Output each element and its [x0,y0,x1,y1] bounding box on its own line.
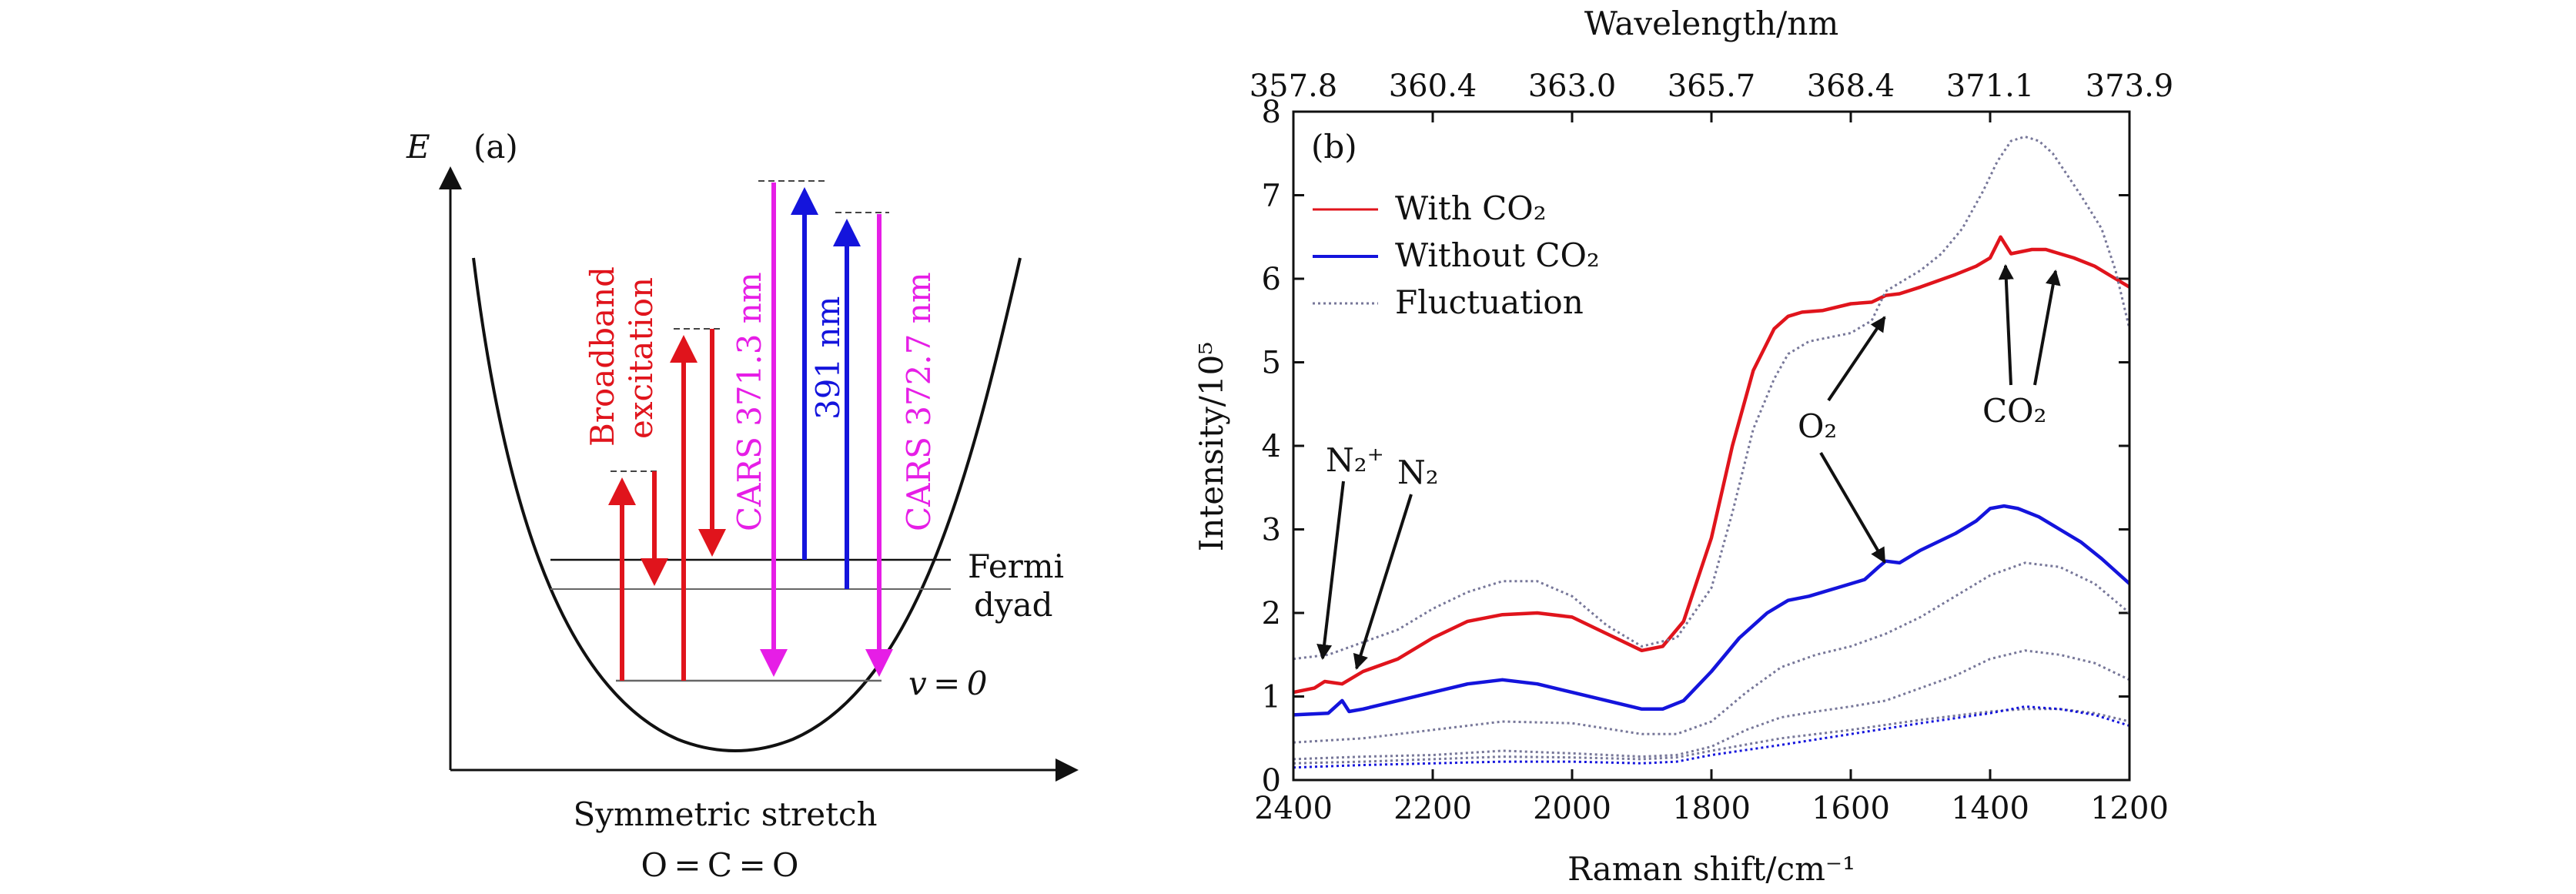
top-tick-labels: 357.8 360.4 363.0 365.7 368.4 371.1 373.9 [1250,69,2174,104]
y-tick-label: 4 [1262,429,1281,464]
arrow-n2 [1353,494,1413,670]
series-group [1293,136,2131,769]
broadband-label-line2: excitation [622,277,660,439]
cars-label-1: CARS 371.3 nm [731,272,768,531]
y-tick-label: 0 [1262,763,1281,799]
x-tick-label: 1800 [1672,791,1751,826]
x-tick-label: 1200 [2090,791,2169,826]
legend: With CO₂ Without CO₂ Fluctuation [1313,189,1600,321]
series-line-0 [1293,235,2131,695]
legend-label-with-co2: With CO₂ [1395,189,1547,227]
y-tick-label: 6 [1262,262,1281,297]
x-tick-label: 1400 [1951,791,2029,826]
y-tick-label: 3 [1262,513,1281,548]
annotation-co2: CO₂ [1982,392,2046,430]
legend-label-fluctuation: Fluctuation [1395,283,1584,321]
panel-a-label: (a) [473,128,518,166]
top-tick-label: 371.1 [1946,69,2035,104]
y-tick-label: 2 [1262,596,1281,631]
x-tick-label: 1600 [1812,791,1890,826]
arrow-o2-lower [1819,451,1886,564]
chart-top-axis-title: Wavelength/nm [1584,5,1838,42]
ground-state-label: v = 0 [908,665,987,702]
fermi-label-line2: dyad [974,586,1053,624]
stretch-axis-label: Symmetric stretch [573,795,877,833]
x-tick-label: 2200 [1393,791,1472,826]
top-tick-label: 365.7 [1668,69,1756,104]
y-tick-labels: 0 1 2 3 4 5 6 7 8 [1262,95,1281,799]
cars-label-2: CARS 372.7 nm [900,272,938,531]
y-tick-label: 8 [1262,95,1281,130]
series-line-6 [1293,705,2130,769]
molecule-label: O = C = O [641,846,799,884]
arrow-o2-upper [1827,316,1886,402]
top-tick-label: 373.9 [2086,69,2174,104]
panel-b-label: (b) [1311,128,1357,166]
annotation-n2: N₂ [1397,454,1439,491]
chart-ylabel: Intensity/10⁵ [1193,342,1230,551]
top-tick-label: 363.0 [1528,69,1617,104]
arrow-n2-plus [1316,480,1345,660]
potential-well [472,257,1022,752]
legend-label-without-co2: Without CO₂ [1395,236,1600,274]
top-tick-label: 368.4 [1807,69,1895,104]
y-tick-label: 7 [1262,179,1281,214]
x-tick-labels: 2400 2200 2000 1800 1600 1400 1200 [1254,791,2169,826]
panel-b: Wavelength/nm 357.8 360.4 363.0 365.7 368.4 3… [1193,5,2173,888]
y-tick-label: 1 [1262,680,1281,715]
series-line-4 [1293,649,2130,761]
plot-frame [1292,110,2131,782]
broadband-label-line1: Broadband [584,266,621,447]
arrow-co2-right [2033,270,2061,386]
energy-axis-label: E [406,128,430,166]
x-tick-label: 2000 [1533,791,1611,826]
series-line-3 [1293,561,2130,744]
y-tick-label: 5 [1262,346,1281,381]
top-tick-label: 360.4 [1389,69,1477,104]
chart-xlabel: Raman shift/cm⁻¹ [1567,850,1855,888]
top-tick-label: 357.8 [1250,69,1338,104]
panel-a: E (a) Broadband excitation CARS 371.3 nm… [406,128,1079,884]
annotation-n2-plus: N₂⁺ [1326,441,1384,479]
series-line-1 [1293,504,2131,717]
x-tick-label: 2400 [1254,791,1333,826]
arrow-co2-left [1998,264,2014,386]
annotation-o2: O₂ [1798,407,1837,445]
fermi-label-line1: Fermi [968,547,1064,585]
series-line-5 [1293,708,2130,765]
pump-label: 391 nm [809,296,847,420]
